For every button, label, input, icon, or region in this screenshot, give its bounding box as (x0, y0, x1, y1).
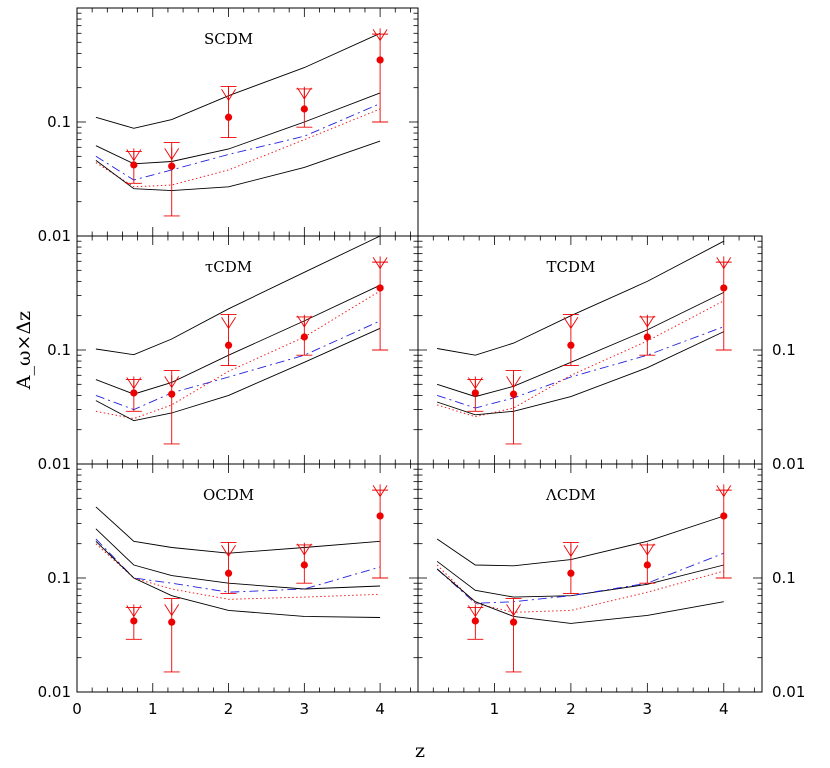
data-point (130, 389, 138, 397)
panel-2-dashed-curve-2 (436, 326, 724, 409)
panel-title: OCDM (203, 486, 254, 504)
panel-title: ΛCDM (545, 486, 596, 504)
data-point (130, 617, 138, 625)
data-point (300, 105, 308, 113)
panel-3-solid-curve-4 (95, 540, 381, 618)
data-point (376, 284, 384, 292)
data-point (720, 512, 728, 520)
tick-labels: SCDM 0.01 0.1 τCDM 0.01 0.1 TCDM 0.01 0.1 OCDM 0.0… (38, 30, 806, 718)
data-point (376, 512, 384, 520)
panel-4-plot (436, 484, 732, 673)
x-axis-label: z (415, 740, 425, 762)
data-point (168, 390, 176, 398)
x-tick-label: 4 (719, 700, 729, 718)
data-point (509, 390, 518, 398)
panel-2-plot (436, 240, 732, 445)
panel-4-solid-curve-1 (436, 560, 724, 598)
y-tick-label: 0.1 (47, 113, 71, 131)
data-point (224, 569, 233, 577)
x-tick-label: 1 (490, 700, 500, 718)
panel-3-solid-curve-0 (95, 506, 381, 554)
data-point (509, 618, 518, 626)
upper-limit-arrow (506, 604, 521, 617)
data-point (567, 341, 575, 349)
y-tick-label: 0.01 (772, 455, 805, 473)
upper-limit-arrow (126, 377, 142, 390)
panel-title: SCDM (204, 30, 253, 48)
y-tick-label: 0.01 (38, 227, 71, 245)
data-point (168, 162, 176, 170)
y-tick-label: 0.01 (38, 455, 71, 473)
x-tick-label: 0 (72, 700, 82, 718)
data-point (471, 389, 479, 397)
panel-1-solid-curve-4 (95, 327, 381, 422)
upper-limit-arrow (126, 605, 142, 618)
panel-frames (76, 7, 763, 693)
y-tick-label: 0.01 (772, 683, 805, 701)
panel-3-solid-curve-1 (95, 528, 381, 590)
x-tick-label: 1 (148, 700, 158, 718)
panel-0-dashed-curve-2 (95, 103, 381, 181)
x-tick-label: 3 (643, 700, 653, 718)
data-point (300, 561, 308, 569)
upper-limit-arrow (164, 376, 180, 389)
panel-1-dotted-curve-3 (95, 290, 381, 420)
panel-2-solid-curve-0 (437, 240, 725, 356)
panel-title: τCDM (205, 258, 252, 276)
panel-2-dotted-curve-3 (436, 300, 725, 418)
data-point (643, 561, 651, 569)
data-point (300, 333, 308, 341)
panel-0-solid-curve-4 (95, 140, 381, 192)
y-tick-label: 0.01 (38, 683, 71, 701)
upper-limit-arrow (467, 377, 483, 390)
panel-0-dotted-curve-3 (95, 108, 381, 188)
upper-limit-arrow (372, 485, 388, 498)
panel-4-solid-curve-4 (436, 568, 724, 624)
x-tick-label: 2 (224, 700, 234, 718)
panel-3-dotted-curve-3 (95, 543, 381, 600)
x-tick-label: 2 (566, 700, 576, 718)
upper-limit-arrow (716, 257, 732, 270)
panel-4-dotted-curve-3 (436, 564, 724, 613)
data-point (224, 113, 233, 121)
panel-0-solid-curve-0 (95, 32, 381, 129)
upper-limit-arrow (126, 149, 142, 162)
upper-limit-arrow (716, 485, 732, 498)
upper-limit-arrow (467, 605, 483, 618)
x-tick-label: 3 (300, 700, 310, 718)
data-point (224, 341, 233, 349)
y-tick-label: 0.1 (47, 569, 71, 587)
data-point (643, 333, 651, 341)
y-tick-label: 0.1 (772, 569, 796, 587)
y-tick-label: 0.1 (47, 341, 71, 359)
x-tick-label: 4 (375, 700, 385, 718)
upper-limit-arrow (372, 257, 388, 270)
panel-1-solid-curve-1 (95, 284, 381, 395)
data-point (168, 618, 176, 626)
data-point (720, 284, 728, 292)
data-point (376, 56, 384, 64)
panel-1-solid-curve-0 (95, 236, 381, 356)
panel-0-solid-curve-1 (95, 92, 381, 165)
panel-1-dashed-curve-2 (95, 320, 381, 411)
panel-4-dashed-curve-2 (436, 552, 724, 604)
panel-1-plot (95, 236, 389, 445)
upper-limit-arrow (164, 148, 180, 161)
panel-0-plot (95, 28, 389, 217)
panel-title: TCDM (546, 258, 595, 276)
y-tick-label: 0.1 (772, 341, 796, 359)
panel-2-solid-curve-4 (436, 331, 724, 416)
panel-2-solid-curve-1 (436, 291, 724, 398)
data-point (130, 161, 138, 169)
upper-limit-arrow (506, 376, 521, 389)
data-point (471, 617, 479, 625)
y-axis-label: A_ω×Δz (13, 311, 35, 390)
panel-3-plot (95, 484, 389, 673)
upper-limit-arrow (164, 604, 180, 617)
data-point (567, 569, 575, 577)
plot-layer (95, 28, 732, 673)
panel-4-solid-curve-0 (436, 515, 724, 567)
